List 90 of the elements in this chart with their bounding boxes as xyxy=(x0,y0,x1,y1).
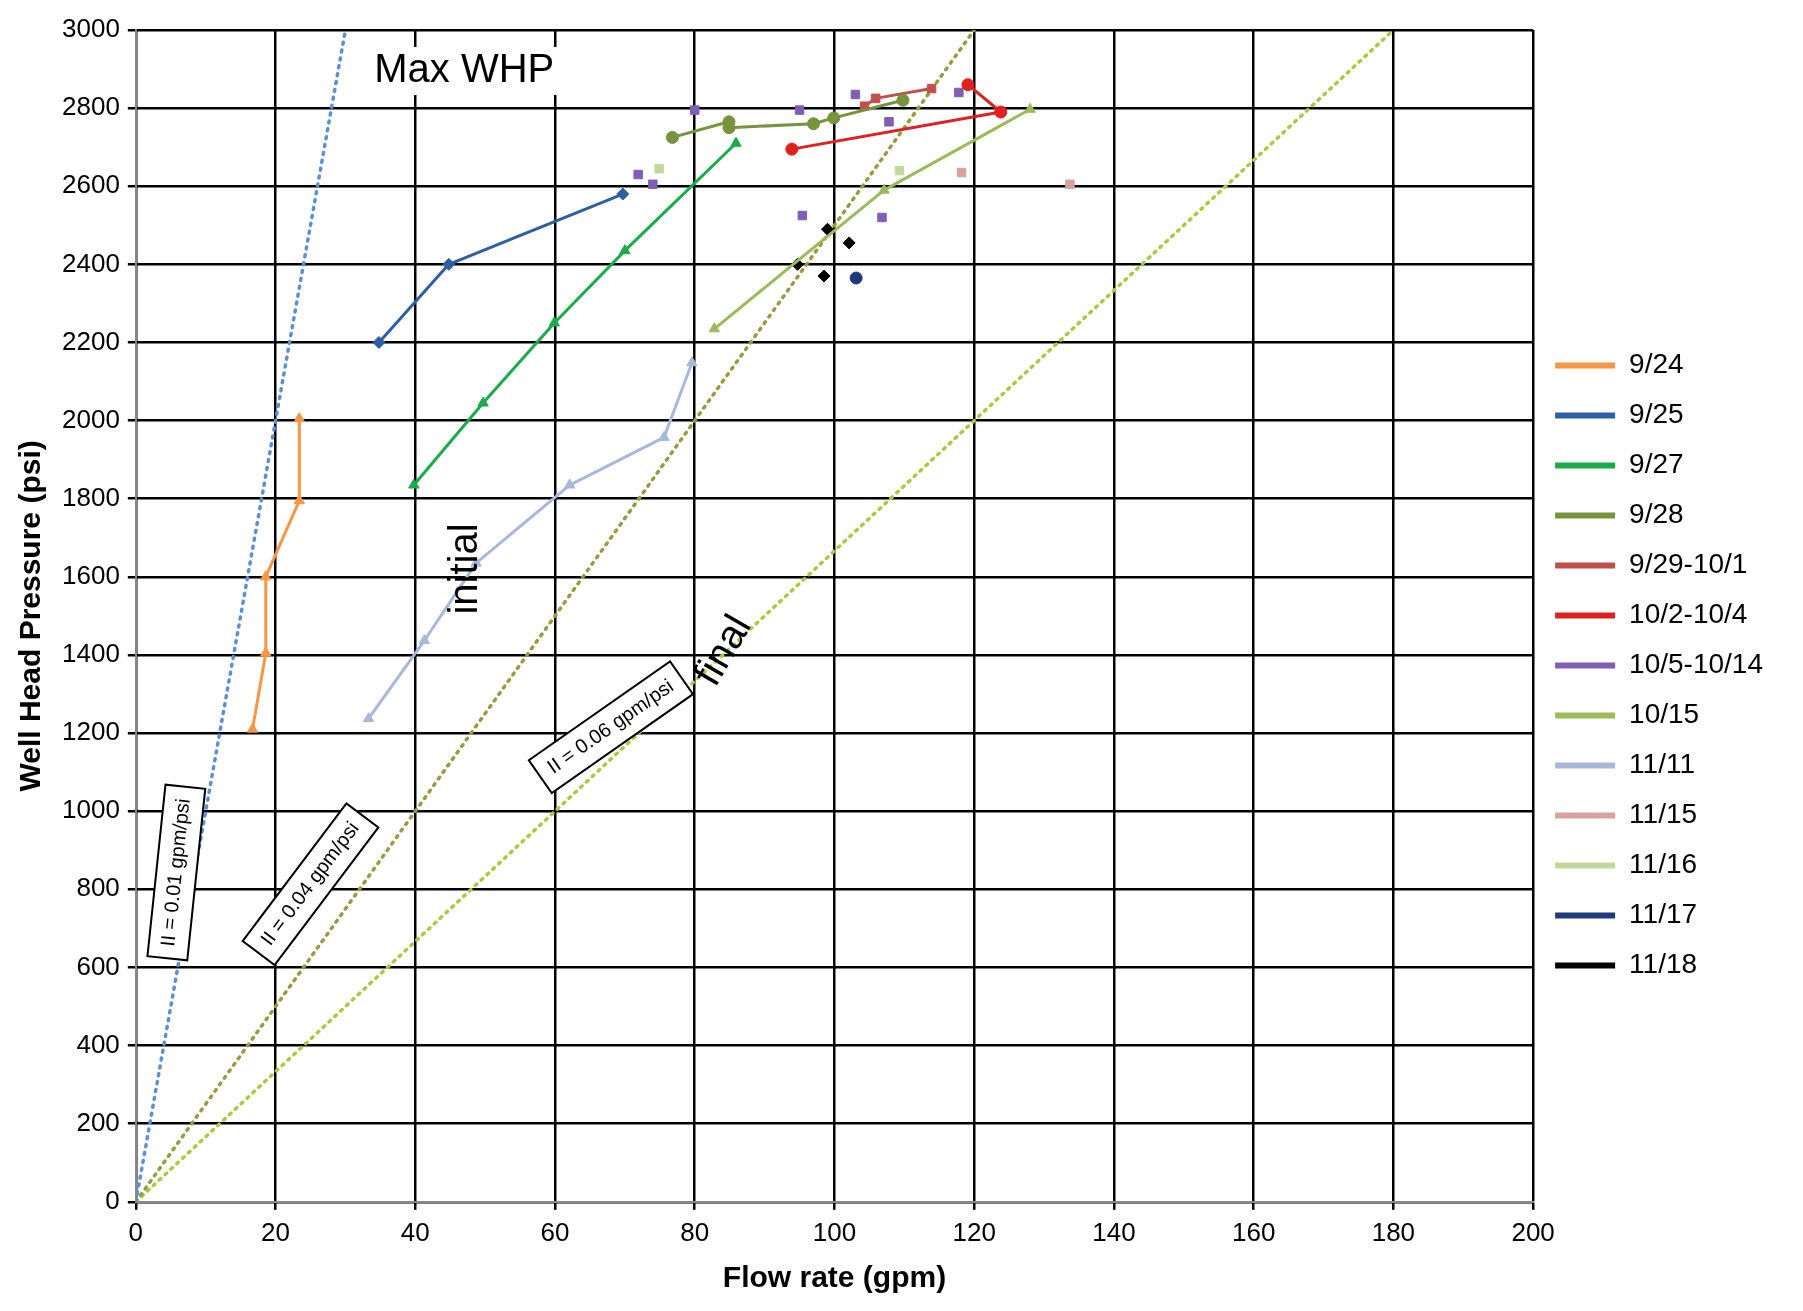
point xyxy=(418,634,431,645)
legend-label: 11/18 xyxy=(1629,948,1698,980)
point xyxy=(477,396,489,407)
legend-label: 9/29-10/1 xyxy=(1629,548,1748,580)
y-tick-label: 600 xyxy=(76,950,120,981)
x-tick-label: 200 xyxy=(1511,1216,1555,1247)
point xyxy=(817,269,831,283)
y-tick-label: 2000 xyxy=(62,403,120,434)
x-tick-label: 0 xyxy=(128,1216,144,1247)
point xyxy=(619,244,631,255)
point xyxy=(548,316,561,327)
point xyxy=(878,183,890,194)
x-tick-label: 40 xyxy=(400,1216,430,1247)
y-tick-label: 800 xyxy=(76,872,120,903)
legend-label: 10/2-10/4 xyxy=(1629,598,1748,630)
point xyxy=(794,105,805,115)
point xyxy=(1024,102,1036,113)
point xyxy=(1065,179,1075,190)
point xyxy=(260,570,272,581)
point xyxy=(708,322,721,333)
legend-label: 11/11 xyxy=(1629,748,1696,780)
point xyxy=(442,257,456,271)
x-tick-label: 20 xyxy=(261,1216,291,1247)
legend-label: 11/17 xyxy=(1629,898,1698,930)
point xyxy=(956,167,967,178)
point xyxy=(896,93,910,107)
point xyxy=(894,165,905,176)
point xyxy=(362,712,375,723)
annotation: initial xyxy=(440,523,485,615)
point xyxy=(293,494,306,505)
point xyxy=(926,83,937,94)
point xyxy=(616,187,630,201)
point xyxy=(372,335,386,349)
x-tick-label: 160 xyxy=(1231,1216,1276,1247)
annotation: Max WHP xyxy=(374,46,555,91)
y-tick-label: 1600 xyxy=(62,560,120,591)
point xyxy=(785,142,799,156)
x-axis-title: Flow rate (gpm) xyxy=(722,1260,947,1294)
point xyxy=(648,179,658,190)
legend-label: 11/16 xyxy=(1629,848,1698,880)
x-tick-label: 180 xyxy=(1371,1216,1416,1247)
annotation: II = 0.01 gpm/psi xyxy=(156,797,194,948)
x-tick-label: 60 xyxy=(540,1216,570,1247)
point xyxy=(820,222,834,236)
point xyxy=(408,478,420,489)
x-tick-label: 80 xyxy=(680,1216,710,1247)
y-tick-label: 0 xyxy=(105,1184,120,1215)
y-tick-label: 1400 xyxy=(62,638,120,669)
point xyxy=(842,236,856,250)
y-tick-label: 3000 xyxy=(62,13,120,44)
point xyxy=(633,169,643,180)
point xyxy=(827,111,841,125)
legend-label: 9/24 xyxy=(1629,348,1684,380)
point xyxy=(850,89,861,100)
y-axis-title: Well Head Pressure (psi) xyxy=(13,440,47,792)
legend-label: 10/5-10/14 xyxy=(1629,648,1763,680)
y-tick-label: 1000 xyxy=(62,794,120,825)
point xyxy=(293,412,306,423)
point xyxy=(246,722,259,733)
legend-label: 9/28 xyxy=(1629,498,1684,530)
point xyxy=(877,212,887,223)
y-tick-label: 2200 xyxy=(62,325,120,356)
x-tick-label: 100 xyxy=(812,1216,857,1247)
point xyxy=(730,136,742,147)
point xyxy=(665,130,679,144)
y-tick-label: 1800 xyxy=(62,481,120,512)
y-tick-label: 400 xyxy=(76,1028,120,1059)
legend-label: 11/15 xyxy=(1629,798,1698,830)
point xyxy=(564,478,576,489)
y-tick-label: 200 xyxy=(76,1106,120,1137)
point xyxy=(690,105,700,115)
x-tick-label: 120 xyxy=(952,1216,996,1247)
legend-label: 10/15 xyxy=(1629,698,1700,730)
point xyxy=(849,271,863,285)
y-tick-label: 1200 xyxy=(62,716,120,747)
point xyxy=(654,163,664,174)
point xyxy=(807,117,821,131)
point xyxy=(961,78,975,92)
point xyxy=(884,117,894,127)
point xyxy=(870,93,881,104)
point xyxy=(686,356,698,367)
y-tick-label: 2800 xyxy=(62,91,120,122)
point xyxy=(954,87,964,98)
legend-label: 9/27 xyxy=(1629,448,1684,480)
point xyxy=(994,105,1008,119)
y-tick-label: 2400 xyxy=(62,247,120,278)
y-tick-label: 2600 xyxy=(62,169,120,200)
point xyxy=(797,210,808,221)
legend-label: 9/25 xyxy=(1629,398,1684,430)
x-tick-label: 140 xyxy=(1092,1216,1136,1247)
